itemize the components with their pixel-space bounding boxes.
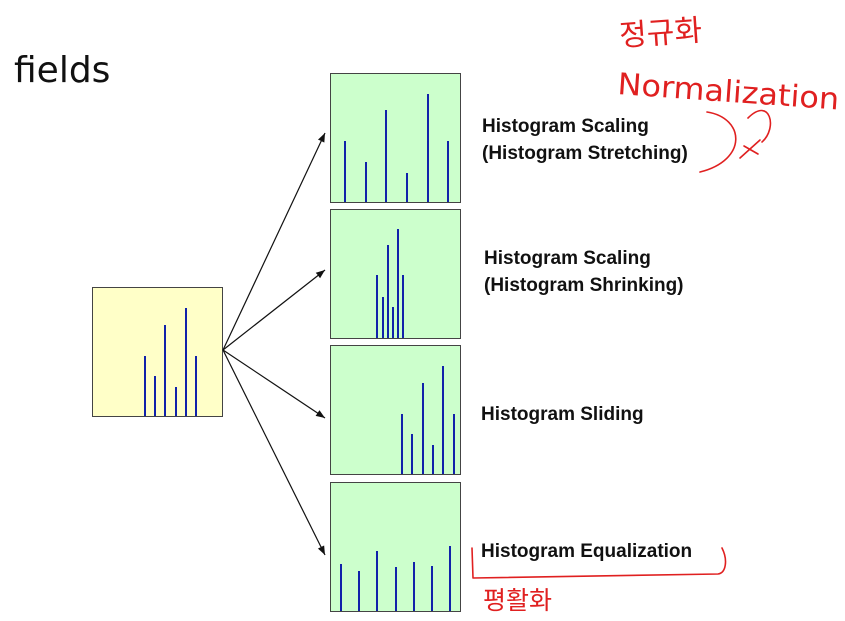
source-bar-6 [195, 355, 198, 416]
shrinking-label: Histogram Scaling (Histogram Shrinking) [484, 245, 684, 299]
sliding-bar-2 [411, 434, 414, 474]
sliding-bar-4 [431, 444, 434, 474]
ink-star [739, 139, 761, 159]
equalization-bar-3 [376, 550, 379, 611]
equalization-bar-1 [340, 563, 343, 611]
equalization-label: Histogram Equalization [481, 538, 692, 565]
ink-bracket-top [699, 111, 737, 173]
shrinking-bar-6 [402, 275, 405, 338]
handwritten-korean-bottom: 평활화 [483, 586, 552, 615]
equalization-bar-7 [448, 545, 451, 611]
arrow-to-sliding [222, 349, 326, 419]
shrinking-label-line2: (Histogram Shrinking) [484, 275, 684, 296]
equalization-bar-2 [358, 571, 361, 611]
shrinking-bar-5 [397, 229, 400, 338]
arrow-to-stretching [222, 132, 326, 351]
shrinking-bar-2 [381, 297, 384, 338]
source-bar-5 [184, 308, 187, 416]
source-histogram-box [92, 287, 223, 417]
ink-underline-bottom [471, 547, 727, 579]
stretching-label-line1: Histogram Scaling [482, 116, 649, 137]
equalization-bar-6 [430, 566, 433, 611]
shrinking-bar-4 [391, 307, 394, 338]
shrinking-bar-3 [386, 244, 389, 338]
sliding-bar-6 [452, 413, 455, 474]
handwritten-korean-top: 정규화 [618, 13, 703, 54]
shrinking-histogram-box [330, 209, 461, 339]
sliding-histogram-box [330, 345, 461, 475]
source-bar-1 [143, 355, 146, 416]
stretching-histogram-box [330, 73, 461, 203]
arrow-to-equalization [222, 349, 326, 556]
source-bar-4 [174, 386, 177, 416]
stretching-bar-2 [364, 162, 367, 202]
handwritten-normalization: Normalization [616, 67, 840, 117]
sliding-label: Histogram Sliding [481, 401, 644, 428]
stretching-label: Histogram Scaling (Histogram Stretching) [482, 113, 688, 167]
stretching-bar-6 [447, 140, 450, 202]
sliding-bar-1 [400, 413, 403, 474]
stretching-label-line2: (Histogram Stretching) [482, 143, 688, 164]
equalization-bar-4 [394, 567, 397, 611]
equalization-histogram-box [330, 482, 461, 612]
sliding-label-line1: Histogram Sliding [481, 404, 644, 425]
shrinking-bar-1 [376, 275, 379, 338]
stretching-bar-5 [426, 94, 429, 202]
stretching-bar-3 [385, 109, 388, 202]
page-heading: fields [14, 50, 111, 91]
stretching-bar-1 [344, 140, 347, 202]
ink-curl [747, 109, 772, 143]
sliding-bar-5 [442, 366, 445, 474]
equalization-bar-5 [412, 562, 415, 611]
sliding-bar-3 [421, 383, 424, 474]
source-bar-3 [164, 325, 167, 416]
equalization-label-line1: Histogram Equalization [481, 541, 693, 562]
arrow-to-shrinking [222, 269, 326, 351]
stretching-bar-4 [406, 172, 409, 202]
source-bar-2 [153, 376, 156, 416]
shrinking-label-line1: Histogram Scaling [484, 248, 651, 269]
